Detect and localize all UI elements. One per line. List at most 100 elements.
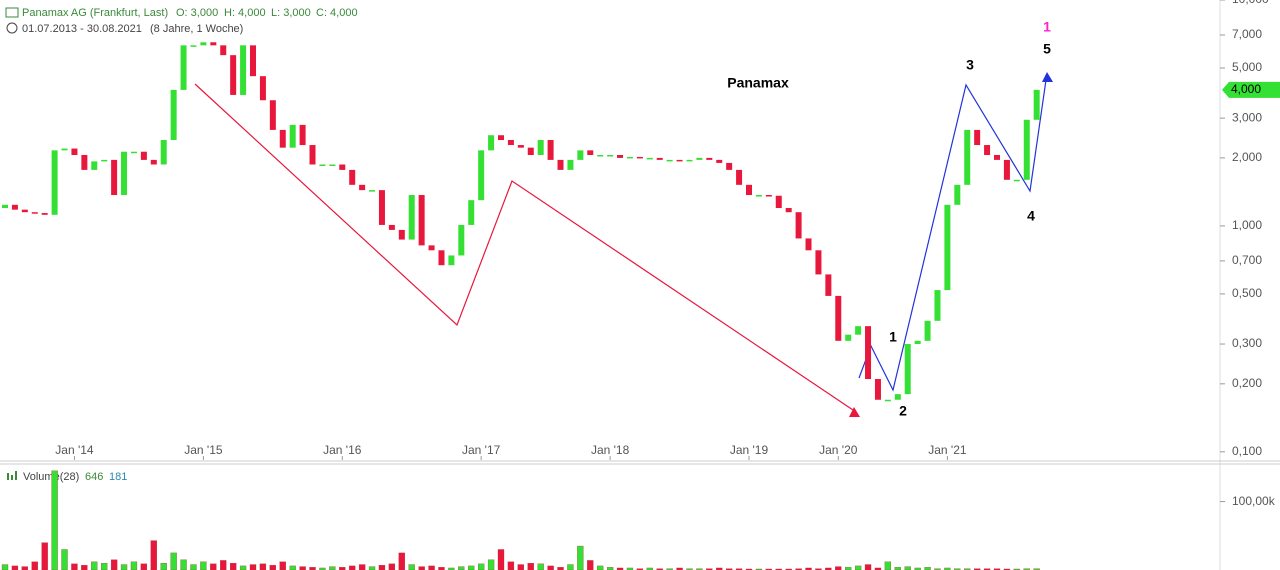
volume-bar [438,567,445,570]
candle-body [914,340,921,345]
period-note: (8 Jahre, 1 Woche) [150,23,243,35]
last-price-label: 4,000 [1231,82,1261,96]
chart-title: Panamax AG (Frankfurt, Last) [22,7,168,19]
y-tick-label: 2,000 [1232,150,1262,164]
candle-body [130,151,137,154]
candle-body [220,45,227,56]
volume-bar [726,568,733,570]
volume-bar [349,565,356,570]
candle-body [81,155,88,170]
candle-body [626,156,633,159]
volume-bar [120,564,128,570]
chart-icon [5,7,19,18]
candle-body [101,159,108,162]
volume-bar [884,561,892,570]
volume-bar [785,568,792,570]
period: 01.07.2013 - 30.08.2021 [22,23,142,35]
volume-bar [854,565,862,570]
candle-body [61,148,68,151]
volume-bar [309,567,316,570]
last-price-tag [1222,81,1280,98]
candle-body [31,212,38,214]
candle-body [289,124,296,148]
volume-bar [269,565,276,570]
candle-body [269,100,276,130]
volume-bar [200,561,207,570]
volume-bar [190,564,197,570]
candle-body [319,164,326,166]
volume-stat: 181 [109,471,127,483]
candle-body [210,42,217,46]
candle-body [71,148,78,156]
volume-bar [696,568,703,570]
volume-bar [805,567,812,570]
y-tick-label: 0,200 [1232,376,1262,390]
volume-bar [507,561,515,570]
volume-bar [170,552,177,570]
candle-body [359,184,366,191]
candle-body [835,295,842,341]
clock-icon [6,22,18,34]
candle-body [140,151,147,160]
candle-body [567,159,574,170]
candle-body [150,159,157,165]
candle-body [706,157,713,160]
volume-bar [339,567,346,570]
volume-icon [7,473,9,480]
candle-body [924,320,931,341]
candle-body [121,151,128,196]
volume-bar [448,567,455,570]
volume-bar [636,568,644,570]
wave-label: 3 [966,57,974,73]
blue-arrow [1042,72,1053,82]
volume-bar [616,567,624,570]
candle-body [527,147,534,156]
volume-bar [626,567,634,570]
volume-legend: Volume(28) 646 181 [7,471,127,483]
candle-body [894,394,901,400]
volume-bar [130,561,138,570]
volume-bar [656,568,663,570]
volume-bar [517,564,524,570]
volume-bar [914,567,921,570]
candle-body [378,190,385,225]
volume-bar [230,563,237,570]
volume-bar [874,567,882,570]
volume-bar [61,549,68,570]
candle-body [21,209,28,213]
candle-body [349,169,356,185]
candle-body [874,379,881,400]
candle-body [597,155,604,157]
wave-label: 1 [889,329,897,345]
volume-bar [150,540,157,570]
candle-body [617,155,624,158]
candle-body [954,184,961,205]
volume-bar [527,563,534,570]
candle-body [636,156,643,159]
wave-label: 1 [1043,19,1051,35]
candle-body [170,89,177,141]
candle-body [408,195,415,240]
candle-body [884,399,891,402]
volume-bar [458,566,465,570]
candle-body [190,45,197,47]
volume-bar [547,565,554,570]
wave-label: 2 [899,403,907,419]
quote: L: 3,000 [271,7,311,19]
volume-bar [180,559,187,570]
volume-bar [944,567,951,570]
candle-body [994,155,1000,160]
x-tick-label: Jan '20 [819,443,858,457]
candle-body [388,224,395,230]
red-arrow [849,407,860,417]
volume-bar [249,564,257,570]
volume-bar [398,552,405,570]
volume-bar [259,563,267,570]
candle-body [746,184,752,196]
volume-bar [835,566,842,570]
candle-body [984,145,991,156]
candle-body [507,140,514,146]
candle-body [2,204,8,209]
candle-body [1033,89,1040,120]
volume-bar [101,563,108,570]
